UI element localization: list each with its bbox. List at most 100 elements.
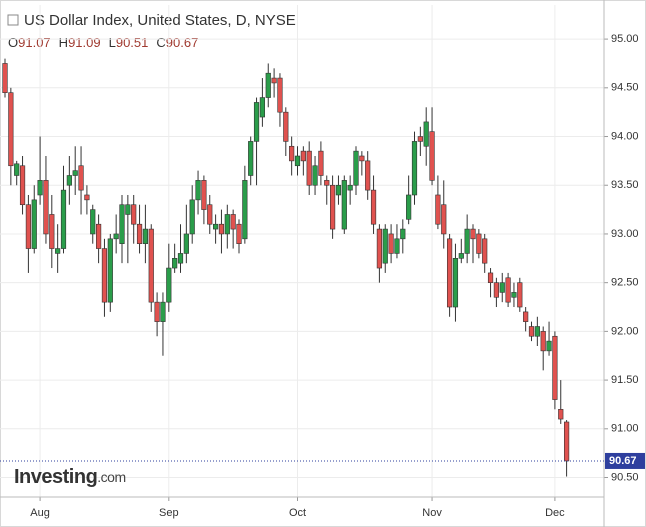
ohlc-value: 91.09 [68, 35, 101, 50]
candle-body [558, 409, 564, 420]
candle-body [476, 233, 482, 254]
candle-body [482, 238, 488, 264]
candle-body [253, 102, 260, 142]
watermark-main: Investing [14, 466, 97, 488]
candle-body [55, 248, 61, 254]
collapse-icon[interactable] [7, 14, 19, 26]
candle-body [207, 204, 213, 225]
candle-body [499, 282, 505, 293]
candle-body [195, 180, 201, 201]
x-tick-label: Sep [159, 507, 179, 519]
candle-body [213, 223, 219, 230]
candle-body [230, 214, 236, 230]
candle-body [49, 214, 55, 249]
candle-body [125, 204, 131, 215]
candle-body [347, 184, 353, 191]
candle-body [277, 77, 283, 113]
candle-body [172, 258, 178, 269]
candle-body [236, 223, 242, 244]
candle-body [423, 121, 429, 147]
y-tick-label: 90.50 [611, 471, 639, 483]
candle-body [66, 175, 72, 186]
candle-body [183, 233, 189, 254]
candle-body [370, 189, 377, 225]
candle-body [563, 421, 570, 462]
candle-body [528, 326, 535, 337]
candle-body [441, 204, 447, 235]
candle-body [382, 228, 388, 264]
candle-body [534, 326, 540, 337]
candle-body [142, 228, 149, 244]
ohlc-value: 90.67 [166, 35, 199, 50]
candle-body [107, 238, 113, 303]
candle-body [242, 180, 248, 240]
candle-body [312, 165, 318, 186]
candle-body [318, 150, 324, 176]
candle-body [493, 282, 500, 298]
ohlc-value: 91.07 [18, 35, 51, 50]
candle-body [154, 301, 160, 322]
candle-body [25, 204, 32, 249]
candle-body [464, 228, 470, 254]
candle-body [365, 160, 371, 191]
candle-body [411, 141, 418, 196]
x-tick-label: Dec [545, 507, 565, 519]
y-tick-label: 94.50 [611, 82, 639, 94]
candle-body [400, 228, 406, 240]
ohlc-prefix: H [59, 35, 68, 50]
y-tick-label: 92.00 [611, 325, 639, 337]
candle-body [376, 228, 383, 269]
candle-body [265, 72, 271, 98]
candle-body [487, 272, 494, 283]
candle-body [224, 214, 230, 235]
candle-body [84, 194, 90, 201]
x-tick-label: Nov [422, 507, 442, 519]
ohlc-prefix: L [109, 35, 116, 50]
candle-body [248, 141, 254, 176]
candle-body [37, 180, 43, 196]
last-price-label: 90.67 [609, 455, 637, 467]
candle-body [335, 184, 342, 196]
ohlc-value: 90.51 [116, 35, 149, 50]
candle-body [14, 163, 20, 176]
candle-body [189, 199, 195, 235]
candle-body [166, 267, 172, 303]
watermark-suffix: .com [97, 469, 125, 485]
candle-body [523, 311, 529, 322]
candle-body [8, 92, 14, 167]
candle-body [324, 180, 330, 186]
candle-body [119, 204, 125, 244]
candle-body [446, 238, 453, 308]
candle-body [201, 180, 207, 210]
candle-body [2, 63, 8, 93]
candle-body [101, 248, 108, 303]
y-tick-label: 93.00 [611, 228, 639, 240]
chart-title: US Dollar Index, United States, D, NYSE [24, 12, 296, 29]
candle-body [218, 223, 225, 235]
candle-body [283, 111, 289, 142]
candle-body [546, 340, 552, 352]
candle-body [406, 194, 412, 220]
candle-body [136, 223, 143, 244]
candle-body [31, 199, 37, 249]
candle-body [148, 228, 154, 303]
candle-body [505, 277, 511, 303]
y-tick-label: 92.50 [611, 277, 639, 289]
candle-body [359, 155, 365, 162]
candle-body [329, 184, 336, 230]
candle-body [259, 97, 266, 118]
x-tick-label: Oct [289, 507, 306, 519]
candle-body [388, 233, 394, 254]
last-price-box [605, 452, 645, 469]
candle-body [353, 150, 359, 186]
candle-body [113, 233, 119, 240]
candle-body [458, 253, 464, 259]
x-tick-label: Aug [30, 507, 50, 519]
candle-body [300, 150, 306, 162]
y-tick-label: 91.00 [611, 423, 639, 435]
candle-body [429, 131, 435, 181]
candle-body [90, 209, 96, 235]
candle-body [19, 165, 26, 206]
